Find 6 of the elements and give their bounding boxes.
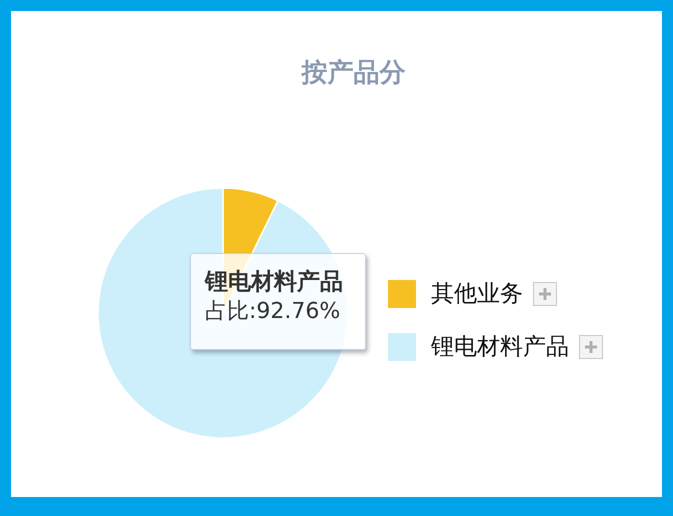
legend-label: 锂电材料产品 (430, 334, 569, 360)
slice-label: 锂电材料产品 (205, 268, 344, 297)
chart-title: 按产品分 (300, 58, 406, 88)
data-label: 占比:92.76% (205, 298, 342, 326)
tooltip: 锂电材料产品 占比:92.76% (190, 253, 366, 350)
legend-label: 其他业务 (431, 281, 523, 307)
